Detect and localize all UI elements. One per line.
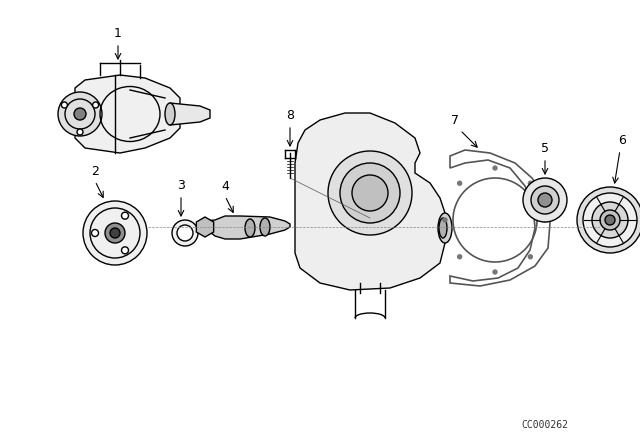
Text: 2: 2 [91,165,99,178]
Circle shape [543,218,547,222]
Circle shape [538,193,552,207]
Ellipse shape [438,213,452,243]
Text: 1: 1 [114,27,122,40]
Circle shape [493,166,497,170]
Circle shape [531,186,559,214]
Ellipse shape [439,218,447,238]
Circle shape [493,270,497,274]
Polygon shape [75,75,180,153]
Circle shape [529,255,532,259]
Polygon shape [196,217,214,237]
Circle shape [583,193,637,247]
Polygon shape [170,103,210,125]
Polygon shape [205,216,290,239]
Circle shape [110,228,120,238]
Circle shape [122,212,129,219]
Text: 5: 5 [541,142,549,155]
Text: 8: 8 [286,109,294,122]
Polygon shape [295,113,445,290]
Circle shape [74,108,86,120]
Ellipse shape [260,218,270,236]
Circle shape [529,181,532,185]
Circle shape [352,175,388,211]
Circle shape [592,202,628,238]
Circle shape [600,210,620,230]
Circle shape [77,129,83,135]
Text: CC000262: CC000262 [522,420,568,430]
Circle shape [443,218,447,222]
Circle shape [83,201,147,265]
Text: 6: 6 [618,134,626,147]
Ellipse shape [165,103,175,125]
Ellipse shape [245,219,255,237]
Text: 7: 7 [451,114,459,127]
Circle shape [92,229,99,237]
Circle shape [328,151,412,235]
Circle shape [458,255,461,259]
Circle shape [458,181,461,185]
Circle shape [58,92,102,136]
Circle shape [577,187,640,253]
Circle shape [105,223,125,243]
Circle shape [122,247,129,254]
Circle shape [61,102,67,108]
Circle shape [172,220,198,246]
Text: 3: 3 [177,179,185,192]
Circle shape [523,178,567,222]
Circle shape [177,225,193,241]
Circle shape [340,163,400,223]
Circle shape [93,102,99,108]
Circle shape [605,215,615,225]
Text: 4: 4 [221,180,229,193]
